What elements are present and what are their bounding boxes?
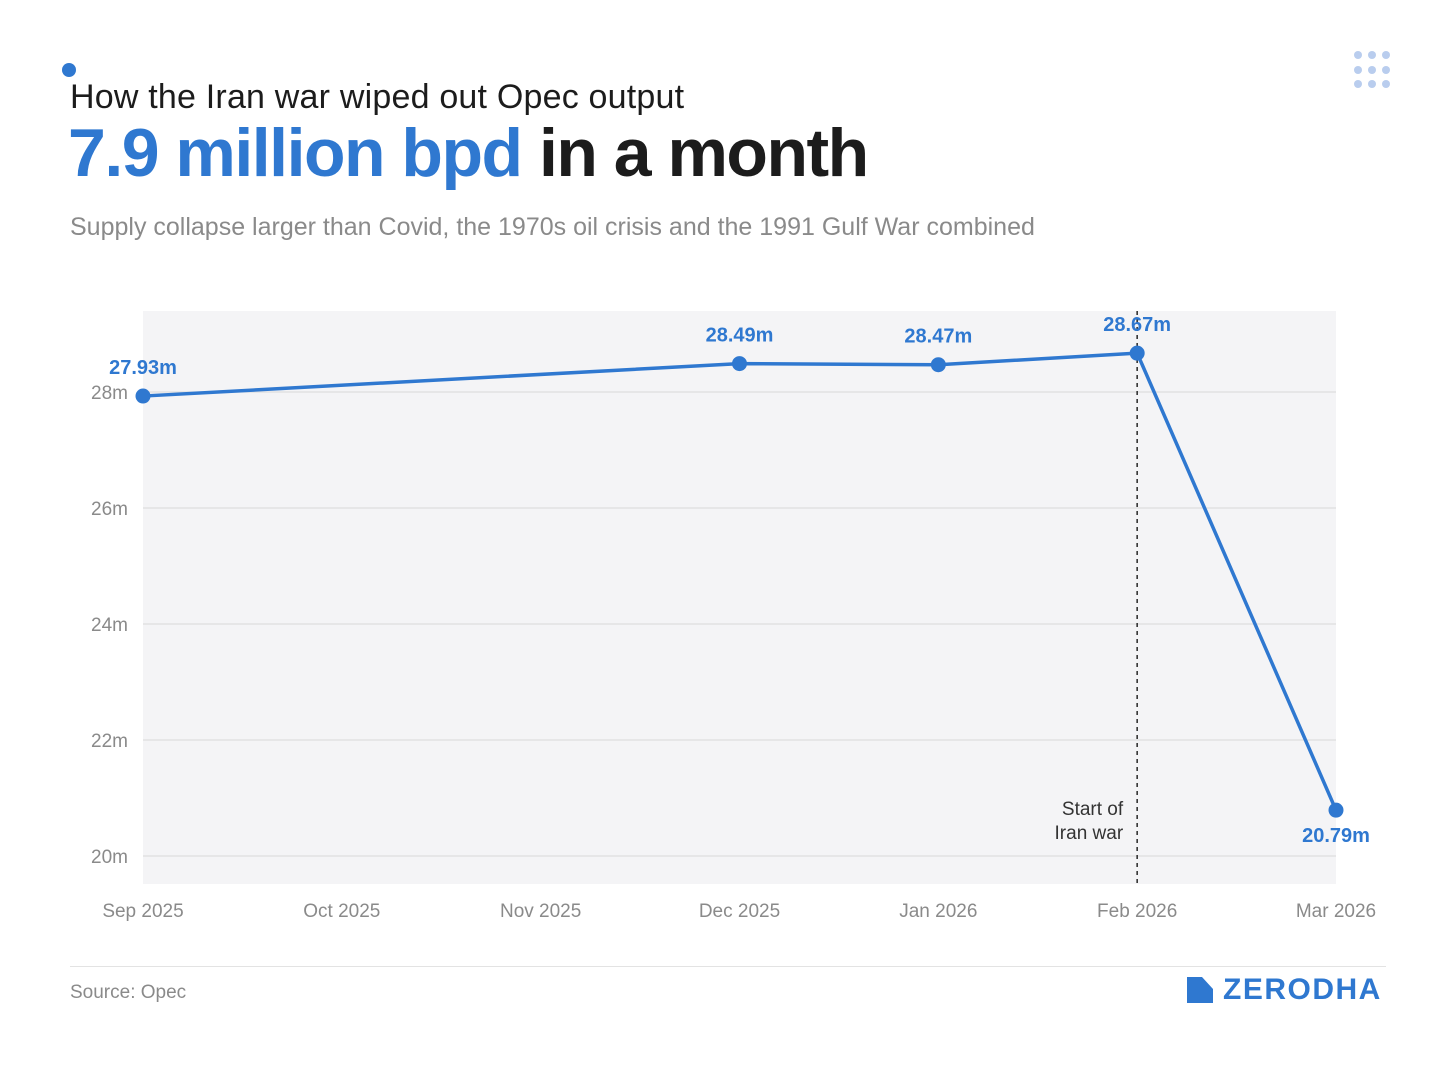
zerodha-logo-icon bbox=[1187, 977, 1213, 1003]
data-label: 28.47m bbox=[904, 326, 972, 348]
headline-rest: in a month bbox=[521, 115, 869, 191]
annotation-text: Start of bbox=[1062, 799, 1124, 820]
data-point bbox=[135, 388, 151, 404]
data-label: 28.67m bbox=[1103, 314, 1171, 336]
data-label: 20.79m bbox=[1302, 825, 1370, 847]
brand-logo: ZERODHA bbox=[1187, 973, 1382, 1007]
plot-area bbox=[143, 311, 1336, 884]
brand-name: ZERODHA bbox=[1223, 973, 1382, 1006]
footer-divider bbox=[70, 966, 1386, 967]
x-tick-label: Dec 2025 bbox=[699, 901, 780, 922]
headline-highlight: 7.9 million bpd bbox=[68, 115, 523, 191]
y-tick-label: 26m bbox=[91, 499, 128, 520]
chart-kicker: How the Iran war wiped out Opec output bbox=[70, 78, 685, 116]
data-point bbox=[732, 356, 747, 372]
y-tick-label: 22m bbox=[91, 731, 128, 752]
data-point bbox=[1328, 802, 1344, 818]
x-tick-label: Sep 2025 bbox=[102, 901, 183, 922]
y-tick-label: 24m bbox=[91, 615, 128, 636]
data-point bbox=[1129, 345, 1145, 361]
dot-grid-icon bbox=[1354, 51, 1392, 89]
x-tick-label: Jan 2026 bbox=[899, 901, 977, 922]
y-tick-label: 20m bbox=[91, 847, 128, 868]
x-tick-label: Feb 2026 bbox=[1097, 901, 1177, 922]
y-tick-label: 28m bbox=[91, 383, 128, 404]
x-tick-label: Nov 2025 bbox=[500, 901, 581, 922]
annotation-text: Iran war bbox=[1055, 823, 1124, 844]
x-tick-label: Oct 2025 bbox=[303, 901, 380, 922]
x-tick-label: Mar 2026 bbox=[1296, 901, 1376, 922]
data-point bbox=[930, 357, 946, 373]
accent-dot bbox=[62, 63, 76, 77]
source-note: Source: Opec bbox=[70, 982, 187, 1003]
chart-subtitle: Supply collapse larger than Covid, the 1… bbox=[70, 213, 1035, 241]
data-label: 27.93m bbox=[109, 357, 177, 379]
chart-headline: 7.9 million bpd in a month bbox=[68, 114, 869, 192]
data-label: 28.49m bbox=[706, 325, 774, 347]
